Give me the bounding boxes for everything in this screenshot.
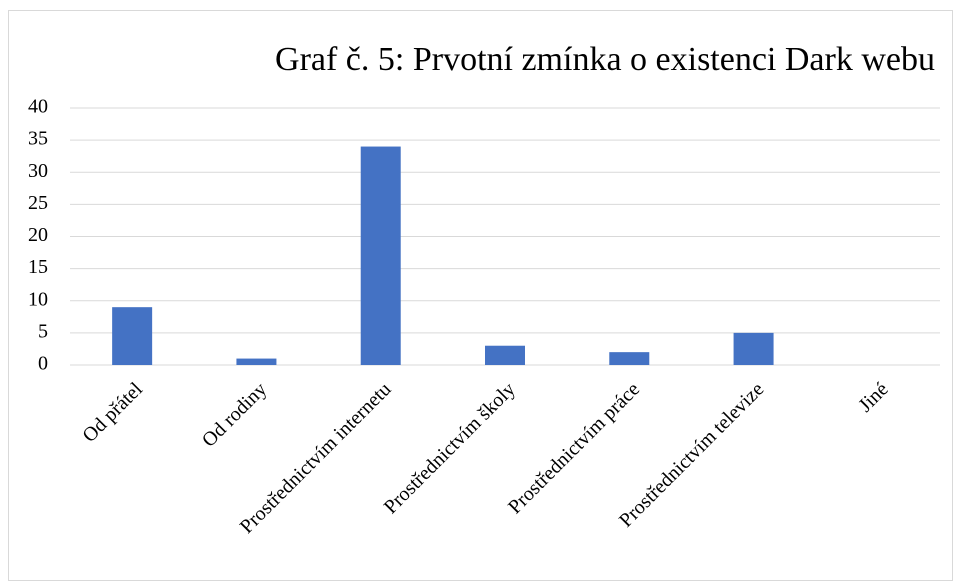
bar bbox=[733, 332, 774, 365]
y-tick-label: 5 bbox=[38, 320, 48, 342]
y-tick-label: 15 bbox=[28, 256, 48, 278]
chart-title: Graf č. 5: Prvotní zmínka o existenci Da… bbox=[275, 41, 935, 78]
bar bbox=[360, 146, 401, 365]
bar bbox=[236, 358, 277, 365]
bar bbox=[112, 307, 153, 365]
y-tick-label: 0 bbox=[38, 353, 48, 375]
chart-border bbox=[8, 10, 953, 581]
y-tick-label: 30 bbox=[28, 160, 48, 182]
bar bbox=[609, 352, 650, 365]
y-tick-label: 10 bbox=[28, 288, 48, 310]
y-tick-label: 25 bbox=[28, 192, 48, 214]
y-tick-label: 20 bbox=[28, 224, 48, 246]
bar bbox=[485, 345, 525, 365]
y-tick-label: 35 bbox=[28, 128, 48, 150]
y-tick-label: 40 bbox=[28, 96, 48, 118]
